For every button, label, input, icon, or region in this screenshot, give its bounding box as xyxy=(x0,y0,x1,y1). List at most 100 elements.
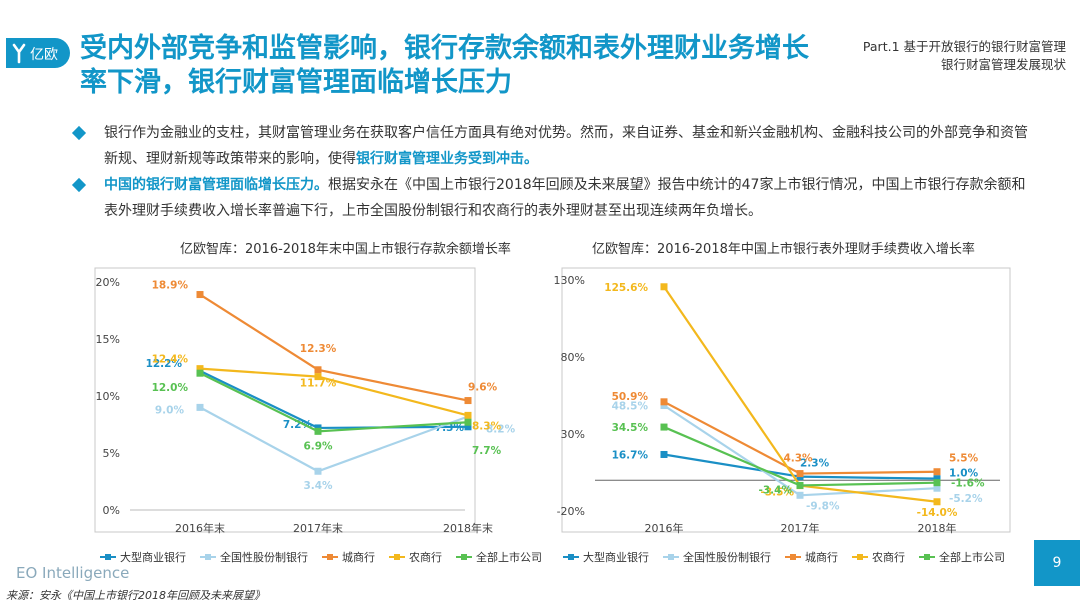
data-label: -3.5% xyxy=(761,487,795,499)
source-note: 来源：安永《中国上市银行2018年回顾及未来展望》 xyxy=(6,589,265,602)
legend-swatch xyxy=(100,554,116,560)
data-label: 8.2% xyxy=(486,424,516,436)
x-tick-label: 2018年末 xyxy=(443,521,493,535)
legend-item-city: 城商行 xyxy=(322,549,375,565)
data-point xyxy=(314,366,322,374)
data-label: 4.3% xyxy=(783,453,813,465)
bullet-list: 银行作为金融业的支柱，其财富管理业务在获取客户信任方面具有绝对优势。然而，来自证… xyxy=(71,120,1034,224)
data-label: 7.2% xyxy=(283,419,313,431)
data-label: -1.6% xyxy=(951,478,985,490)
legend-label: 农商行 xyxy=(409,551,442,564)
data-point xyxy=(660,450,668,458)
legend-swatch xyxy=(389,554,405,560)
legend-swatch xyxy=(785,554,801,560)
data-point xyxy=(314,427,322,435)
data-point xyxy=(933,484,941,492)
chart-frame xyxy=(561,267,1011,533)
legend-label: 城商行 xyxy=(342,551,375,564)
legend-item-big: 大型商业银行 xyxy=(563,549,649,565)
data-point xyxy=(464,423,472,431)
y-tick-label: 130% xyxy=(554,274,585,287)
data-point xyxy=(933,468,941,476)
legend-wealth: 大型商业银行 全国性股份制银行 城商行 农商行 全部上市公司 xyxy=(563,549,1005,565)
y-tick-label: 5% xyxy=(103,447,120,460)
data-point xyxy=(464,418,472,426)
x-tick-label: 2017年 xyxy=(781,521,820,535)
data-label: 12.0% xyxy=(152,382,189,394)
series-line-joint xyxy=(663,404,938,497)
data-point xyxy=(796,470,804,478)
legend-swatch xyxy=(919,554,935,560)
data-point xyxy=(464,397,472,405)
chart-1: -20% 30% 80% 130% 2016年 2017年 2018年 16.7% 2.3% 1.… xyxy=(554,267,1011,535)
y-tick-label: 30% xyxy=(561,428,585,441)
y-tick-label: 20% xyxy=(96,276,120,289)
logo-text: 亿欧 xyxy=(30,47,58,63)
y-tick-label: 10% xyxy=(96,390,120,403)
data-label: 16.7% xyxy=(612,449,649,461)
section-label-line1: Part.1 基于开放银行的银行财富管理 xyxy=(862,39,1066,54)
data-label: 3.4% xyxy=(303,480,333,492)
bullet-highlight: 中国的银行财富管理面临增长压力。 xyxy=(104,177,328,193)
data-label: 12.3% xyxy=(300,343,337,355)
data-point xyxy=(660,283,668,291)
chart-0: 0% 5% 10% 15% 20% 2016年末 2017年末 2018年末 12.2% 7.2%… xyxy=(94,267,516,535)
y-tick-label: 80% xyxy=(561,351,585,364)
chart-title-wealth: 亿欧智库：2016-2018年中国上市银行表外理财手续费收入增长率 xyxy=(592,242,975,257)
section-label: Part.1 基于开放银行的银行财富管理 银行财富管理发展现状 xyxy=(863,38,1066,74)
chart-frame xyxy=(94,267,476,533)
legend-item-rural: 农商行 xyxy=(389,549,442,565)
legend-label: 农商行 xyxy=(872,551,905,564)
data-point xyxy=(796,491,804,499)
legend-swatch xyxy=(322,554,338,560)
data-label: 7.7% xyxy=(472,445,502,457)
data-label: 2.3% xyxy=(800,458,830,470)
data-point xyxy=(933,475,941,483)
data-label: 125.6% xyxy=(604,282,648,294)
data-label: 5.5% xyxy=(949,453,979,465)
legend-item-all: 全部上市公司 xyxy=(919,549,1005,565)
data-label: 6.9% xyxy=(303,440,333,452)
bullet-text: 银行作为金融业的支柱，其财富管理业务在获取客户信任方面具有绝对优势。然而，来自证… xyxy=(104,125,1028,167)
legend-label: 大型商业银行 xyxy=(120,551,186,564)
footer-brand: EO Intelligence xyxy=(16,564,130,582)
data-label: -5.2% xyxy=(949,493,983,505)
data-point xyxy=(196,369,204,377)
y-tick-label: 15% xyxy=(96,333,120,346)
data-point xyxy=(660,398,668,406)
data-point xyxy=(314,467,322,475)
data-point xyxy=(196,365,204,373)
data-point xyxy=(314,373,322,381)
data-label: 12.2% xyxy=(146,358,183,370)
page-title: 受内外部竞争和监管影响，银行存款余额和表外理财业务增长率下滑，银行财富管理面临增… xyxy=(80,33,809,98)
legend-swatch xyxy=(563,554,579,560)
bullet-tail: 根据安永在《中国上市银行2018年回顾及未来展望》报告中统计的47家上市银行情况… xyxy=(104,177,1026,219)
data-label: 9.0% xyxy=(155,404,185,416)
data-label: 1.0% xyxy=(949,468,979,480)
legend-item-city: 城商行 xyxy=(785,549,838,565)
data-label: 8.3% xyxy=(472,420,502,432)
x-tick-label: 2016年末 xyxy=(175,521,225,535)
legend-swatch xyxy=(456,554,472,560)
data-point xyxy=(196,291,204,299)
legend-swatch xyxy=(663,554,679,560)
legend-label: 大型商业银行 xyxy=(583,551,649,564)
data-label: -3.4% xyxy=(759,484,793,496)
data-label: 9.6% xyxy=(468,382,498,394)
data-label: 11.7% xyxy=(300,378,337,390)
x-tick-label: 2018年 xyxy=(918,521,957,535)
data-point xyxy=(660,423,668,431)
legend-item-rural: 农商行 xyxy=(852,549,905,565)
section-label-line2: 银行财富管理发展现状 xyxy=(940,57,1066,72)
data-label: -9.8% xyxy=(806,500,840,512)
series-line-joint xyxy=(199,406,469,473)
legend-item-big: 大型商业银行 xyxy=(100,549,186,565)
data-label: 12.4% xyxy=(152,354,189,366)
data-point xyxy=(933,479,941,487)
x-tick-label: 2017年末 xyxy=(293,521,343,535)
y-tick-label: -20% xyxy=(557,505,585,518)
data-point xyxy=(660,402,668,410)
legend-label: 城商行 xyxy=(805,551,838,564)
legend-label: 全部上市公司 xyxy=(939,551,1005,564)
data-label: 34.5% xyxy=(612,422,649,434)
